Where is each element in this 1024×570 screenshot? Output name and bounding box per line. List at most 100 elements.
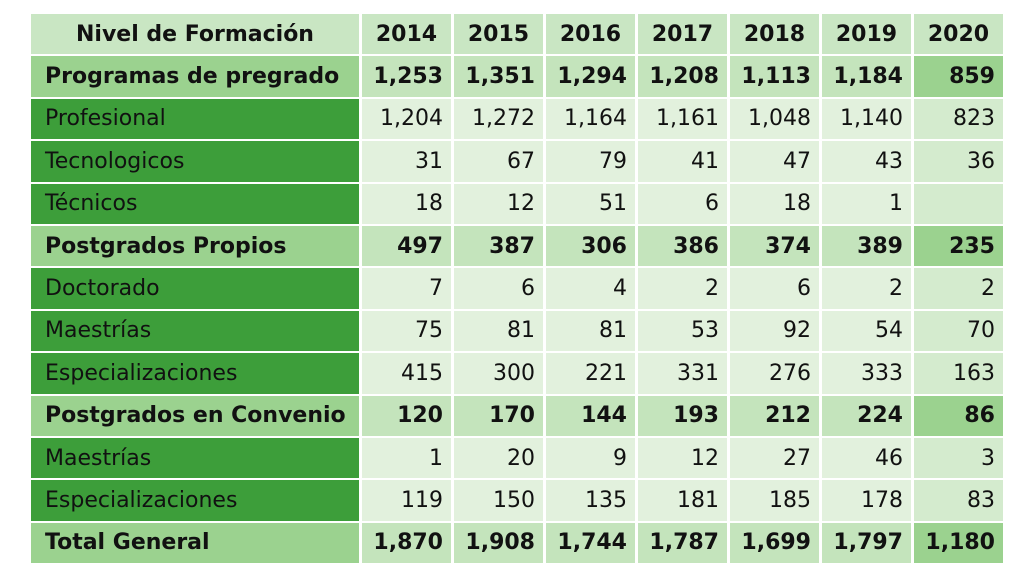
cell-value: 9 <box>546 437 635 479</box>
cell-value: 1,744 <box>546 522 635 564</box>
cell-value: 119 <box>362 480 451 521</box>
row-label: Programas de pregrado <box>31 56 359 97</box>
cell-value: 1,048 <box>730 98 819 140</box>
cell-value: 75 <box>362 310 451 352</box>
cell-value: 54 <box>822 310 911 352</box>
row-label: Total General <box>31 522 359 564</box>
cell-value: 193 <box>638 395 727 436</box>
cell-value: 83 <box>914 480 1003 521</box>
header-year: 2019 <box>822 14 911 55</box>
cell-value: 6 <box>454 268 543 309</box>
cell-value: 36 <box>914 141 1003 182</box>
cell-value: 18 <box>362 183 451 224</box>
cell-value: 67 <box>454 141 543 182</box>
header-year: 2014 <box>362 14 451 55</box>
cell-value: 1,204 <box>362 98 451 140</box>
cell-value: 41 <box>638 141 727 182</box>
cell-value: 144 <box>546 395 635 436</box>
row-label: Tecnologicos <box>31 141 359 182</box>
cell-value: 374 <box>730 225 819 267</box>
cell-value: 46 <box>822 437 911 479</box>
cell-value: 1,184 <box>822 56 911 97</box>
table-row-maestrias-convenio: Maestrías 1 20 9 12 27 46 3 <box>31 437 1003 479</box>
cell-value: 150 <box>454 480 543 521</box>
cell-value: 51 <box>546 183 635 224</box>
row-label: Postgrados en Convenio <box>31 395 359 436</box>
cell-value: 163 <box>914 353 1003 394</box>
cell-value: 185 <box>730 480 819 521</box>
cell-value: 212 <box>730 395 819 436</box>
cell-value: 387 <box>454 225 543 267</box>
cell-value: 389 <box>822 225 911 267</box>
cell-value: 47 <box>730 141 819 182</box>
table-row-doctorado: Doctorado 7 6 4 2 6 2 2 <box>31 268 1003 309</box>
cell-value: 1,208 <box>638 56 727 97</box>
row-label: Técnicos <box>31 183 359 224</box>
cell-value: 170 <box>454 395 543 436</box>
cell-value: 12 <box>638 437 727 479</box>
cell-value: 221 <box>546 353 635 394</box>
row-label: Especializaciones <box>31 480 359 521</box>
table-row-tecnologicos: Tecnologicos 31 67 79 41 47 43 36 <box>31 141 1003 182</box>
table-row-postgrados-propios-total: Postgrados Propios 497 387 306 386 374 3… <box>31 225 1003 267</box>
cell-value: 120 <box>362 395 451 436</box>
cell-value: 31 <box>362 141 451 182</box>
cell-value: 276 <box>730 353 819 394</box>
header-year: 2020 <box>914 14 1003 55</box>
cell-value <box>914 183 1003 224</box>
cell-value: 1,161 <box>638 98 727 140</box>
cell-value: 20 <box>454 437 543 479</box>
cell-value: 1,870 <box>362 522 451 564</box>
cell-value: 92 <box>730 310 819 352</box>
row-label: Maestrías <box>31 437 359 479</box>
cell-value: 1,113 <box>730 56 819 97</box>
cell-value: 331 <box>638 353 727 394</box>
cell-value: 415 <box>362 353 451 394</box>
row-label: Especializaciones <box>31 353 359 394</box>
enrollment-table: Nivel de Formación 2014 2015 2016 2017 2… <box>28 12 1006 565</box>
cell-value: 1,253 <box>362 56 451 97</box>
cell-value: 300 <box>454 353 543 394</box>
table-row-especializaciones-propios: Especializaciones 415 300 221 331 276 33… <box>31 353 1003 394</box>
cell-value: 7 <box>362 268 451 309</box>
cell-value: 235 <box>914 225 1003 267</box>
cell-value: 6 <box>638 183 727 224</box>
table-row-maestrias-propios: Maestrías 75 81 81 53 92 54 70 <box>31 310 1003 352</box>
cell-value: 1,797 <box>822 522 911 564</box>
row-label: Doctorado <box>31 268 359 309</box>
header-row: Nivel de Formación 2014 2015 2016 2017 2… <box>31 14 1003 55</box>
cell-value: 2 <box>638 268 727 309</box>
enrollment-table-container: Nivel de Formación 2014 2015 2016 2017 2… <box>28 12 1006 565</box>
cell-value: 3 <box>914 437 1003 479</box>
cell-value: 181 <box>638 480 727 521</box>
cell-value: 6 <box>730 268 819 309</box>
cell-value: 27 <box>730 437 819 479</box>
table-row-postgrados-convenio-total: Postgrados en Convenio 120 170 144 193 2… <box>31 395 1003 436</box>
cell-value: 1,787 <box>638 522 727 564</box>
cell-value: 2 <box>822 268 911 309</box>
cell-value: 1 <box>362 437 451 479</box>
table-row-pregrado-total: Programas de pregrado 1,253 1,351 1,294 … <box>31 56 1003 97</box>
row-label: Profesional <box>31 98 359 140</box>
cell-value: 1 <box>822 183 911 224</box>
cell-value: 1,140 <box>822 98 911 140</box>
cell-value: 4 <box>546 268 635 309</box>
cell-value: 1,294 <box>546 56 635 97</box>
header-year: 2017 <box>638 14 727 55</box>
row-label: Postgrados Propios <box>31 225 359 267</box>
cell-value: 1,180 <box>914 522 1003 564</box>
cell-value: 1,164 <box>546 98 635 140</box>
cell-value: 224 <box>822 395 911 436</box>
cell-value: 135 <box>546 480 635 521</box>
cell-value: 12 <box>454 183 543 224</box>
cell-value: 43 <box>822 141 911 182</box>
cell-value: 1,699 <box>730 522 819 564</box>
cell-value: 306 <box>546 225 635 267</box>
cell-value: 333 <box>822 353 911 394</box>
cell-value: 53 <box>638 310 727 352</box>
cell-value: 81 <box>546 310 635 352</box>
cell-value: 859 <box>914 56 1003 97</box>
cell-value: 386 <box>638 225 727 267</box>
cell-value: 497 <box>362 225 451 267</box>
table-row-especializaciones-convenio: Especializaciones 119 150 135 181 185 17… <box>31 480 1003 521</box>
